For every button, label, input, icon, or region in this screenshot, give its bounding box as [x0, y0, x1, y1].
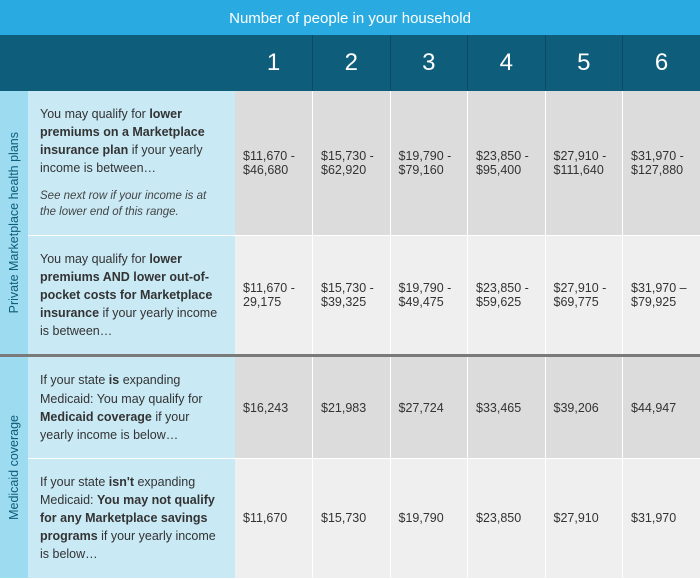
- value-cell: $31,970: [623, 458, 700, 578]
- value-cell: $19,790: [390, 458, 468, 578]
- value-cell: $16,243: [235, 356, 313, 459]
- value-cell: $33,465: [468, 356, 546, 459]
- value-cell: $27,910 - $111,640: [545, 91, 623, 235]
- section-label-medicaid: Medicaid coverage: [0, 356, 28, 578]
- value-cell: $19,790 - $79,160: [390, 91, 468, 235]
- desc-text: You may qualify for lower premiums AND l…: [40, 252, 217, 339]
- desc-text: You may qualify for lower premiums on a …: [40, 107, 205, 175]
- value-cell: $11,670 - 29,175: [235, 235, 313, 356]
- value-cell: $39,206: [545, 356, 623, 459]
- value-cell: $31,970 – $79,925: [623, 235, 700, 356]
- section-label-private: Private Marketplace health plans: [0, 91, 28, 356]
- value-cell: $23,850 - $59,625: [468, 235, 546, 356]
- value-cell: $15,730 - $39,325: [313, 235, 391, 356]
- value-cell: $31,970 - $127,880: [623, 91, 700, 235]
- header-row-title: Number of people in your household: [0, 0, 700, 35]
- row-description: If your state is expanding Medicaid: You…: [28, 356, 235, 459]
- col-header-6: 6: [623, 35, 700, 91]
- value-cell: $27,910: [545, 458, 623, 578]
- value-cell: $27,910 - $69,775: [545, 235, 623, 356]
- table-row: Medicaid coverage If your state is expan…: [0, 356, 700, 459]
- desc-note: See next row if your income is at the lo…: [40, 188, 223, 221]
- value-cell: $23,850: [468, 458, 546, 578]
- value-cell: $15,730: [313, 458, 391, 578]
- row-description: You may qualify for lower premiums on a …: [28, 91, 235, 235]
- table-row: If your state isn't expanding Medicaid: …: [0, 458, 700, 578]
- value-cell: $15,730 - $62,920: [313, 91, 391, 235]
- row-description: If your state isn't expanding Medicaid: …: [28, 458, 235, 578]
- table-title: Number of people in your household: [0, 0, 700, 35]
- value-cell: $27,724: [390, 356, 468, 459]
- col-header-3: 3: [390, 35, 468, 91]
- value-cell: $11,670: [235, 458, 313, 578]
- value-cell: $11,670 - $46,680: [235, 91, 313, 235]
- table-row: Private Marketplace health plans You may…: [0, 91, 700, 235]
- col-header-1: 1: [235, 35, 313, 91]
- header-corner: [0, 35, 235, 91]
- desc-text: If your state isn't expanding Medicaid: …: [40, 475, 216, 562]
- desc-text: If your state is expanding Medicaid: You…: [40, 373, 203, 441]
- col-header-4: 4: [468, 35, 546, 91]
- header-row-numbers: 1 2 3 4 5 6: [0, 35, 700, 91]
- value-cell: $44,947: [623, 356, 700, 459]
- row-description: You may qualify for lower premiums AND l…: [28, 235, 235, 356]
- table-row: You may qualify for lower premiums AND l…: [0, 235, 700, 356]
- value-cell: $23,850 - $95,400: [468, 91, 546, 235]
- eligibility-table: Number of people in your household 1 2 3…: [0, 0, 700, 579]
- value-cell: $21,983: [313, 356, 391, 459]
- col-header-2: 2: [313, 35, 391, 91]
- value-cell: $19,790 - $49,475: [390, 235, 468, 356]
- col-header-5: 5: [545, 35, 623, 91]
